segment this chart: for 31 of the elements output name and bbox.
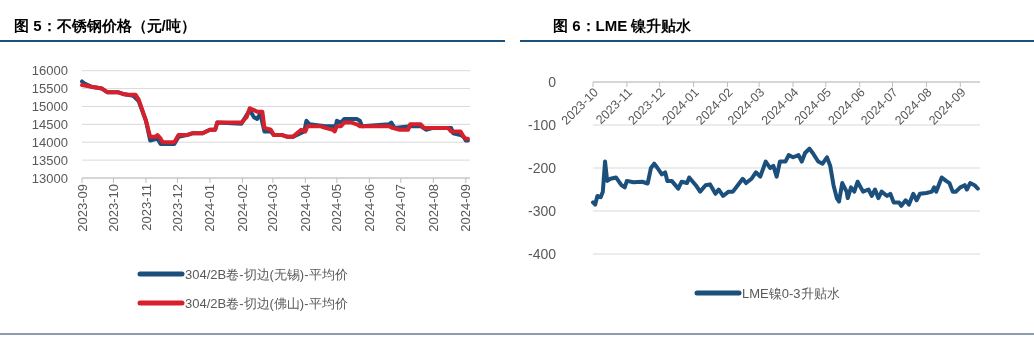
x-tick-label: 2024-04	[297, 184, 313, 232]
y-tick-label: 14500	[31, 116, 68, 132]
x-tick-label: 2023-10	[106, 184, 122, 232]
y-tick-label: 13000	[31, 170, 68, 186]
legend-label: LME镍0-3升贴水	[742, 286, 840, 301]
y-tick-label: 0	[548, 73, 557, 90]
legend-label: 304/2B卷-切边(佛山)-平均价	[185, 296, 348, 311]
x-tick-label: 2024-07	[393, 184, 409, 232]
y-tick-label: -200	[527, 159, 557, 176]
x-tick-label: 2023-11	[138, 184, 154, 231]
y-tick-label: -400	[527, 245, 557, 262]
legend-label: 304/2B卷-切边(无锡)-平均价	[185, 267, 348, 282]
y-tick-label: -100	[527, 116, 557, 133]
y-tick-label: 15500	[31, 81, 68, 97]
y-tick-label: 16000	[31, 63, 68, 79]
y-tick-label: 15000	[31, 99, 68, 115]
chart-title: 图 5：不锈钢价格（元/吨）	[14, 17, 196, 34]
x-tick-label: 2024-03	[265, 184, 281, 232]
x-tick-label: 2024-06	[361, 184, 377, 232]
chart-title: 图 6：LME 镍升贴水	[553, 17, 693, 34]
y-tick-label: -300	[527, 202, 557, 219]
y-tick-label: 13500	[31, 152, 68, 168]
y-tick-label: 14000	[31, 134, 68, 150]
x-tick-label: 2023-09	[74, 184, 90, 232]
x-tick-label: 2024-09	[458, 184, 474, 232]
x-tick-label: 2024-08	[425, 184, 441, 232]
line-series	[591, 146, 980, 208]
x-tick-label: 2024-02	[234, 184, 250, 232]
x-tick-label: 2024-01	[202, 184, 218, 232]
x-tick-label: 2024-05	[329, 184, 345, 232]
x-tick-label: 2023-12	[169, 184, 185, 232]
